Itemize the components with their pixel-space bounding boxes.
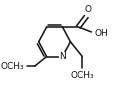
- Text: N: N: [59, 52, 66, 61]
- Text: O: O: [85, 5, 92, 14]
- Text: OCH₃: OCH₃: [71, 71, 94, 80]
- Text: OH: OH: [94, 29, 108, 38]
- Text: OCH₃: OCH₃: [0, 62, 24, 71]
